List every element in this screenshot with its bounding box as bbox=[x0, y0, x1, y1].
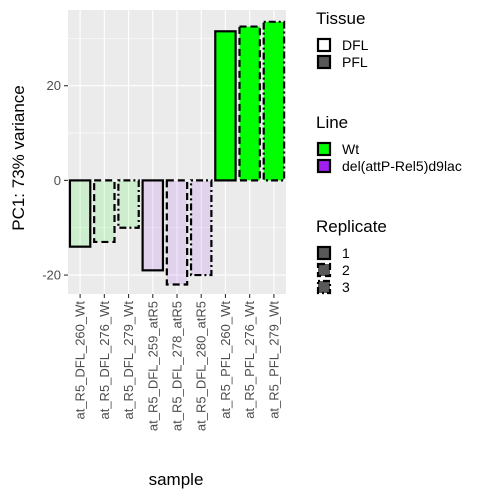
x-tick-label: at_R5_DFL_280_atR5 bbox=[194, 301, 209, 431]
bar-at_R5_DFL_278_atR5 bbox=[165, 179, 189, 286]
legend-title: Tissue bbox=[316, 9, 365, 28]
legend-label: Wt bbox=[342, 141, 359, 157]
legend-label: 3 bbox=[342, 279, 350, 295]
legend-label: PFL bbox=[342, 54, 368, 70]
y-tick-label: -20 bbox=[42, 268, 61, 283]
legend-key bbox=[316, 279, 332, 295]
bars bbox=[68, 20, 286, 286]
y-axis: -20 0 20 bbox=[42, 78, 68, 283]
legend-key bbox=[316, 262, 332, 278]
x-axis: at_R5_DFL_260_Wt at_R5_DFL_276_Wt at_R5_DF… bbox=[73, 294, 281, 431]
legend-key bbox=[316, 141, 332, 157]
bar-at_R5_DFL_276_Wt bbox=[93, 179, 116, 244]
legend-key bbox=[316, 158, 332, 174]
bar-at_R5_DFL_279_Wt bbox=[117, 179, 140, 229]
bar-at_R5_PFL_260_Wt bbox=[214, 30, 237, 182]
x-tick-label: at_R5_DFL_276_Wt bbox=[97, 301, 112, 420]
bar-at_R5_PFL_276_Wt bbox=[238, 25, 261, 182]
x-tick-label: at_R5_DFL_278_atR5 bbox=[170, 301, 185, 431]
legend-label: 2 bbox=[342, 262, 350, 278]
legend-key bbox=[316, 54, 332, 70]
y-axis-title: PC1: 73% variance bbox=[9, 85, 28, 231]
legend-title: Replicate bbox=[316, 217, 387, 236]
x-axis-title: sample bbox=[149, 470, 204, 489]
legend-title: Line bbox=[316, 113, 348, 132]
x-tick-label: at_R5_PFL_276_Wt bbox=[242, 301, 257, 419]
legend-label: DFL bbox=[342, 37, 369, 53]
y-tick-label: 20 bbox=[47, 78, 61, 93]
x-tick-label: at_R5_DFL_279_Wt bbox=[121, 301, 136, 420]
legend-key bbox=[316, 37, 332, 53]
x-tick-label: at_R5_DFL_259_atR5 bbox=[145, 301, 160, 431]
bar-at_R5_PFL_279_Wt bbox=[262, 20, 286, 182]
x-tick-label: at_R5_PFL_279_Wt bbox=[266, 301, 281, 419]
x-tick-label: at_R5_PFL_260_Wt bbox=[218, 301, 233, 419]
y-tick-label: 0 bbox=[54, 173, 61, 188]
legend-label: del(attP-Rel5)d9lac bbox=[342, 158, 462, 174]
legend-replicate: Replicate 123 bbox=[316, 217, 387, 295]
bar-at_R5_DFL_260_Wt bbox=[68, 179, 92, 248]
legend-key bbox=[316, 245, 332, 261]
legend-label: 1 bbox=[342, 245, 350, 261]
bar-at_R5_DFL_280_atR5 bbox=[189, 179, 213, 277]
bar-at_R5_DFL_259_atR5 bbox=[141, 179, 165, 272]
x-tick-label: at_R5_DFL_260_Wt bbox=[73, 301, 88, 420]
